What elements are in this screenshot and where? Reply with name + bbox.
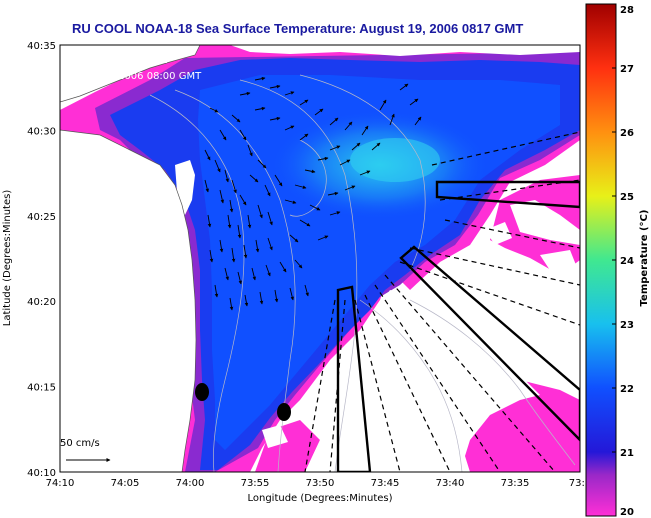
y-tick-label: 40:30 xyxy=(27,126,56,137)
x-tick-label: 73:50 xyxy=(306,478,335,489)
land-long-island xyxy=(230,45,580,56)
plot-area: Raw Surface Current August 19 2006 08:00… xyxy=(60,45,580,472)
x-tick-label: 74:00 xyxy=(176,478,205,489)
x-tick-label: 74:05 xyxy=(111,478,140,489)
land-top-left xyxy=(60,45,200,102)
legend-line-1: Raw Surface Current xyxy=(64,55,167,66)
y-tick-label: 40:25 xyxy=(27,212,56,223)
y-tick-label: 40:10 xyxy=(27,468,56,479)
scale-bar-label: 50 cm/s xyxy=(60,438,100,449)
y-tick-label: 40:15 xyxy=(27,383,56,394)
x-tick-label: 73:45 xyxy=(371,478,400,489)
x-tick-label: 73:55 xyxy=(241,478,270,489)
land-sandy-hook xyxy=(175,160,195,215)
colorbar xyxy=(585,3,617,517)
colorbar-tick-label: 23 xyxy=(620,320,634,331)
colorbar-tick-label: 21 xyxy=(620,448,634,459)
y-axis-ticks: 40:10 40:15 40:20 40:25 40:30 40:35 xyxy=(27,41,56,479)
no-data-southeast xyxy=(305,290,540,472)
sampling-boxes xyxy=(336,180,580,472)
colorbar-tick-label: 25 xyxy=(620,192,634,203)
colorbar-ticks: 20 21 22 23 24 25 26 27 28 xyxy=(612,3,634,518)
surface-current-vectors xyxy=(204,76,422,311)
no-data-blotch-2 xyxy=(540,250,578,278)
colorbar-tick-label: 20 xyxy=(620,507,634,518)
bathymetry-contours xyxy=(149,74,576,472)
plot-frame xyxy=(59,44,581,473)
x-axis-label: Longitude (Degrees:Minutes) xyxy=(247,493,392,504)
colorbar-tick-label: 26 xyxy=(620,128,634,139)
y-tick-label: 40:20 xyxy=(27,297,56,308)
x-tick-label: 74:10 xyxy=(46,478,75,489)
coastline xyxy=(60,45,201,472)
station-marker-1 xyxy=(195,383,209,401)
map-title: RU COOL NOAA-18 Sea Surface Temperature:… xyxy=(72,21,523,36)
colorbar-tick-label: 22 xyxy=(620,384,634,395)
colorbar-tick-label: 27 xyxy=(620,64,634,75)
x-tick-label: 73:35 xyxy=(501,478,530,489)
y-tick-label: 40:35 xyxy=(27,41,56,52)
land-new-jersey xyxy=(60,130,196,472)
station-marker-2 xyxy=(277,403,291,421)
y-axis-label: Latitude (Degrees:Minutes) xyxy=(2,190,13,327)
x-tick-label: 73:3 xyxy=(569,478,591,489)
no-data-east xyxy=(510,200,580,245)
no-data-blotch-1 xyxy=(485,222,512,245)
colorbar-tick-label: 24 xyxy=(620,256,634,267)
colorbar-tick-label: 28 xyxy=(620,5,634,16)
x-axis-ticks: 74:10 74:05 74:00 73:55 73:50 73:45 73:40 73:35… xyxy=(46,478,592,489)
sst-warm-core-inner xyxy=(350,138,440,182)
legend-line-2: August 19 2006 08:00 GMT xyxy=(64,71,202,82)
colorbar-label: Temperature (°C) xyxy=(639,210,650,307)
transect-dashed-lines xyxy=(304,131,580,472)
x-tick-label: 73:40 xyxy=(436,478,465,489)
